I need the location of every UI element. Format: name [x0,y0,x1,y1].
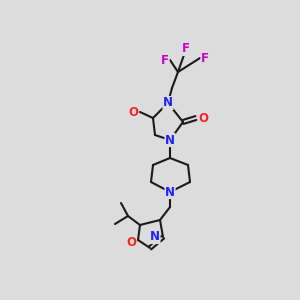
Text: N: N [150,230,160,244]
Text: F: F [161,55,169,68]
Text: F: F [182,43,190,56]
Text: O: O [198,112,208,124]
Text: N: N [165,134,175,146]
Text: O: O [126,236,136,248]
Text: N: N [163,97,173,110]
Text: N: N [165,185,175,199]
Text: F: F [201,52,209,65]
Text: O: O [128,106,138,118]
